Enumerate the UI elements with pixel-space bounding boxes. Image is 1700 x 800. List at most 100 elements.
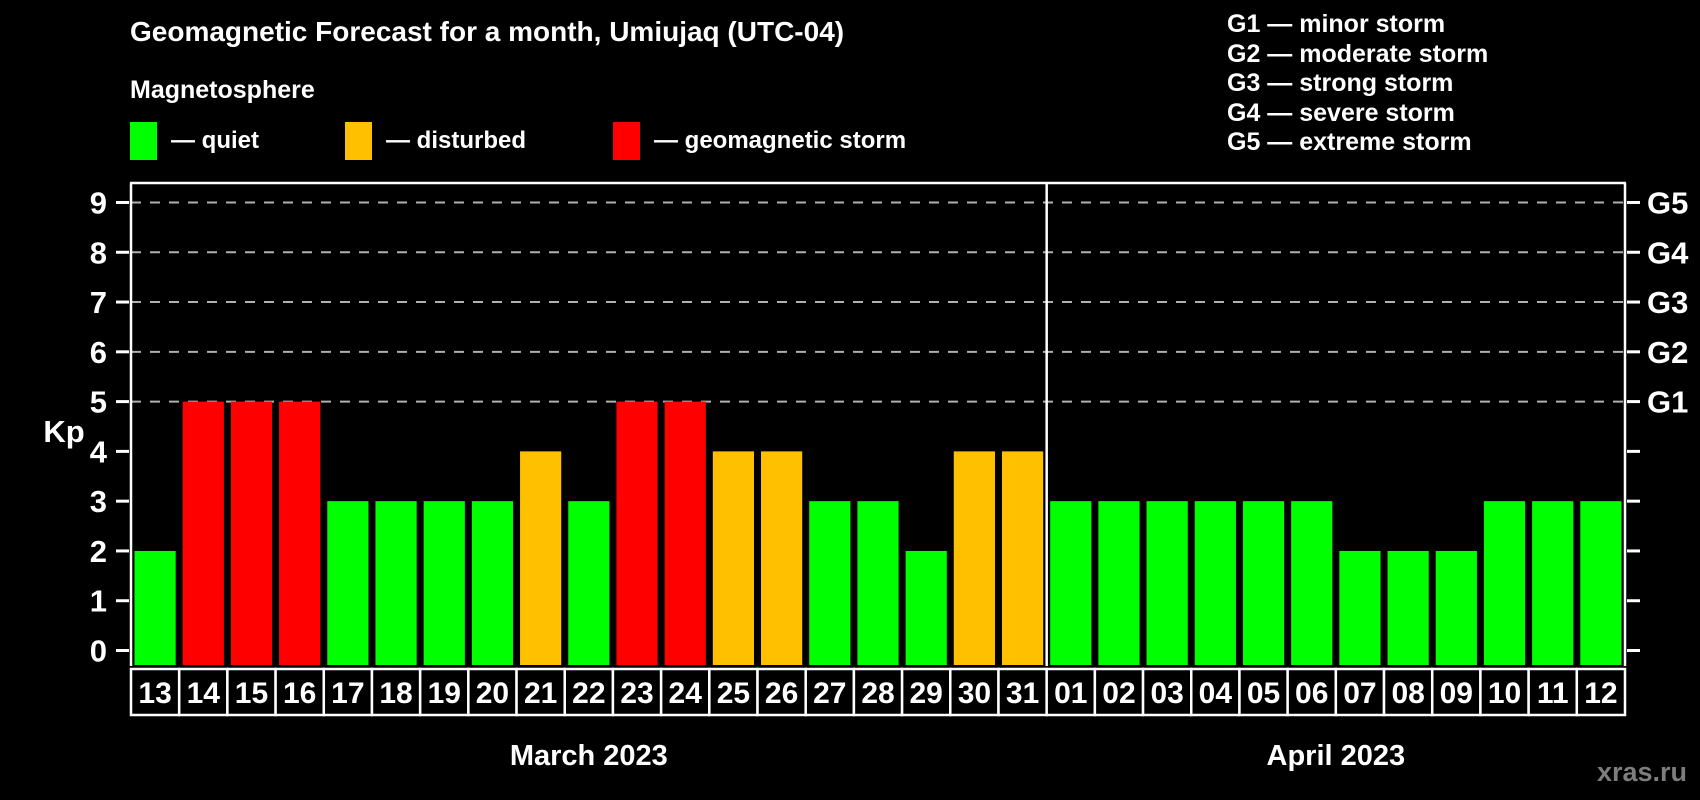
- legend-swatch-disturbed: [345, 122, 372, 160]
- date-label-11: 11: [1537, 677, 1569, 710]
- kp-bar-day-10: [1483, 501, 1526, 665]
- date-label-05: 05: [1247, 677, 1280, 710]
- date-label-14: 14: [187, 677, 221, 710]
- kp-bar-day-24: [664, 401, 706, 665]
- kp-bar-day-31: [1001, 451, 1044, 665]
- legend-label: — disturbed: [386, 127, 527, 154]
- date-label-12: 12: [1584, 677, 1617, 710]
- date-box: [1334, 667, 1386, 717]
- legend-label: — quiet: [171, 127, 259, 154]
- date-box: [129, 667, 181, 717]
- date-box: [1575, 667, 1627, 717]
- date-box: [467, 667, 518, 717]
- date-label-06: 06: [1295, 677, 1328, 710]
- date-label-21: 21: [524, 677, 557, 710]
- date-label-10: 10: [1488, 677, 1521, 710]
- kp-bar-day-12: [1580, 501, 1622, 665]
- date-label-08: 08: [1391, 677, 1424, 710]
- date-label-28: 28: [861, 677, 894, 710]
- g-scale-label-G3: G3: [1647, 285, 1688, 320]
- kp-bar-day-02: [1098, 501, 1140, 665]
- legend-swatch-quiet: [130, 122, 157, 160]
- date-box: [418, 667, 470, 717]
- kp-bar-day-08: [1387, 550, 1429, 665]
- date-box: [1238, 667, 1289, 717]
- y-tick-label: 5: [90, 385, 107, 420]
- y-tick-label: 6: [90, 335, 107, 370]
- legend-item-storm: — geomagnetic storm: [613, 121, 906, 161]
- date-label-18: 18: [379, 677, 412, 710]
- kp-bar-day-16: [279, 401, 321, 665]
- date-label-30: 30: [958, 677, 991, 710]
- date-label-13: 13: [138, 677, 171, 710]
- date-label-16: 16: [283, 677, 316, 710]
- y-tick-label: 2: [90, 534, 107, 569]
- kp-bar-day-14: [182, 401, 224, 665]
- kp-bar-day-04: [1194, 501, 1236, 665]
- date-label-19: 19: [428, 677, 461, 710]
- date-box: [611, 667, 663, 717]
- kp-bar-day-22: [568, 501, 610, 665]
- date-label-27: 27: [813, 677, 846, 710]
- kp-bar-day-23: [616, 401, 658, 665]
- date-label-02: 02: [1102, 677, 1135, 710]
- date-label-23: 23: [620, 677, 653, 710]
- month-label: April 2023: [1267, 740, 1406, 772]
- kp-bar-day-19: [423, 501, 465, 665]
- legend-swatch-storm: [613, 122, 640, 160]
- legend-label: — geomagnetic storm: [654, 127, 907, 154]
- date-label-07: 07: [1343, 677, 1376, 710]
- g-legend-line: G4 — severe storm: [1227, 98, 1455, 127]
- date-label-31: 31: [1006, 677, 1039, 710]
- y-axis-title: Kp: [43, 414, 84, 449]
- kp-bar-day-26: [761, 451, 803, 665]
- g-scale-label-G2: G2: [1647, 335, 1688, 370]
- date-box: [274, 667, 326, 717]
- date-label-03: 03: [1150, 677, 1183, 710]
- kp-bar-day-18: [375, 501, 417, 665]
- date-label-24: 24: [669, 677, 703, 710]
- y-tick-label: 1: [90, 584, 107, 619]
- y-tick-label: 0: [90, 634, 107, 669]
- y-tick-label: 4: [90, 434, 108, 469]
- kp-bar-day-13: [134, 550, 176, 665]
- y-tick-label: 7: [90, 285, 107, 320]
- kp-bar-day-28: [857, 501, 899, 665]
- date-label-26: 26: [765, 677, 798, 710]
- kp-bar-day-05: [1242, 501, 1285, 665]
- g-legend-line: G2 — moderate storm: [1227, 39, 1489, 68]
- date-label-29: 29: [910, 677, 943, 710]
- kp-bar-day-21: [520, 451, 562, 665]
- date-box: [1430, 667, 1482, 717]
- kp-bar-day-07: [1339, 550, 1381, 665]
- date-box: [563, 667, 615, 717]
- date-label-17: 17: [331, 677, 364, 710]
- date-label-01: 01: [1054, 677, 1087, 710]
- date-box: [804, 667, 856, 717]
- date-box: [1045, 667, 1097, 717]
- date-box: [370, 667, 422, 717]
- date-label-15: 15: [235, 677, 268, 710]
- kp-bar-day-03: [1146, 501, 1188, 665]
- g-scale-label-G4: G4: [1647, 235, 1689, 270]
- y-tick-label: 9: [90, 185, 107, 220]
- date-box: [226, 667, 277, 717]
- magnetosphere-legend: — quiet — disturbed — geomagnetic storm: [0, 121, 1000, 161]
- kp-bar-day-09: [1435, 550, 1477, 665]
- magnetosphere-label: Magnetosphere: [130, 76, 315, 104]
- date-box: [852, 667, 904, 717]
- g-scale-label-G5: G5: [1647, 185, 1688, 220]
- g-legend-line: G1 — minor storm: [1227, 10, 1446, 38]
- date-label-22: 22: [572, 677, 605, 710]
- y-tick-label: 3: [90, 484, 107, 519]
- kp-bar-day-01: [1050, 501, 1092, 665]
- g-scale-label-G1: G1: [1647, 385, 1688, 420]
- kp-bar-day-17: [327, 501, 369, 665]
- kp-bar-day-25: [712, 451, 755, 665]
- y-tick-label: 8: [90, 235, 107, 270]
- xras-watermark: xras.ru: [1596, 757, 1687, 787]
- kp-bar-day-29: [905, 550, 947, 665]
- date-label-25: 25: [717, 677, 750, 710]
- g-legend-line: G5 — extreme storm: [1227, 128, 1472, 156]
